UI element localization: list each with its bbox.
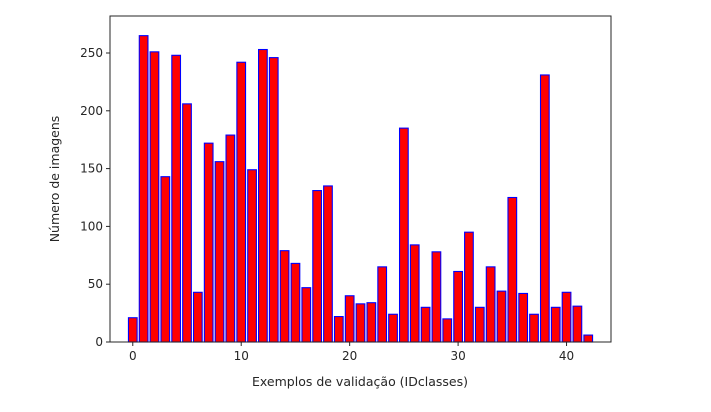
bar-class-6	[192, 291, 203, 343]
bar-class-40	[561, 291, 572, 343]
bar-class-12	[258, 48, 268, 343]
bar-class-14	[279, 250, 290, 343]
bar-class-13	[268, 57, 279, 343]
bar-class-3	[160, 176, 171, 343]
y-axis-ticks: 0 50 100 150 200 250	[80, 46, 110, 349]
bar-class-0	[127, 317, 138, 343]
bar-class-20	[344, 295, 355, 343]
y-tick-label: 200	[80, 104, 103, 118]
bar-class-24	[388, 313, 398, 343]
y-tick-label: 150	[80, 162, 103, 176]
y-tick-label: 100	[80, 219, 103, 233]
bar-class-23	[377, 266, 388, 343]
bar-class-5	[182, 103, 192, 343]
x-axis-label: Exemplos de validação (IDclasses)	[252, 374, 468, 389]
bar-class-36	[518, 292, 529, 343]
bar-class-26	[409, 244, 420, 343]
bar-class-33	[485, 266, 496, 343]
bar-class-7	[203, 142, 214, 343]
bar-class-2	[149, 51, 160, 343]
bar-class-19	[333, 316, 344, 343]
bar-class-10	[236, 61, 247, 343]
x-tick-label: 0	[129, 349, 137, 363]
bar-class-37	[529, 313, 539, 343]
bar-class-25	[398, 127, 409, 343]
y-tick-label: 0	[95, 335, 103, 349]
y-axis-label: Número de imagens	[47, 116, 62, 243]
bar-class-16	[301, 287, 312, 343]
x-axis-ticks: 0 10 20 30 40	[129, 342, 574, 363]
bar-class-21	[355, 303, 366, 343]
bar-class-28	[431, 251, 442, 343]
bar-class-17	[312, 190, 323, 343]
bar-class-9	[225, 134, 236, 343]
bar-class-42	[583, 334, 594, 343]
bar-class-41	[572, 305, 583, 343]
bar-class-4	[171, 54, 182, 343]
bar-class-38	[539, 74, 550, 343]
bar-class-35	[507, 196, 518, 343]
bar-class-27	[420, 306, 431, 343]
bar-class-34	[496, 290, 507, 343]
bar-class-11	[247, 169, 257, 343]
bar-class-30	[453, 270, 463, 343]
plot-frame	[109, 15, 612, 343]
x-tick-label: 30	[450, 349, 465, 363]
bars-group	[127, 35, 594, 343]
x-tick-label: 20	[342, 349, 357, 363]
bar-class-1	[138, 35, 149, 343]
x-tick-label: 40	[559, 349, 574, 363]
bar-class-8	[214, 161, 225, 343]
x-tick-label: 10	[234, 349, 249, 363]
bar-class-32	[474, 306, 485, 343]
bar-class-15	[290, 262, 301, 343]
bar-class-18	[323, 185, 333, 343]
y-tick-label: 250	[80, 46, 103, 60]
y-tick-label: 50	[88, 277, 103, 291]
bar-class-22	[366, 302, 377, 343]
bar-class-31	[464, 231, 474, 343]
bar-class-39	[550, 306, 561, 343]
bar-class-29	[442, 318, 453, 343]
